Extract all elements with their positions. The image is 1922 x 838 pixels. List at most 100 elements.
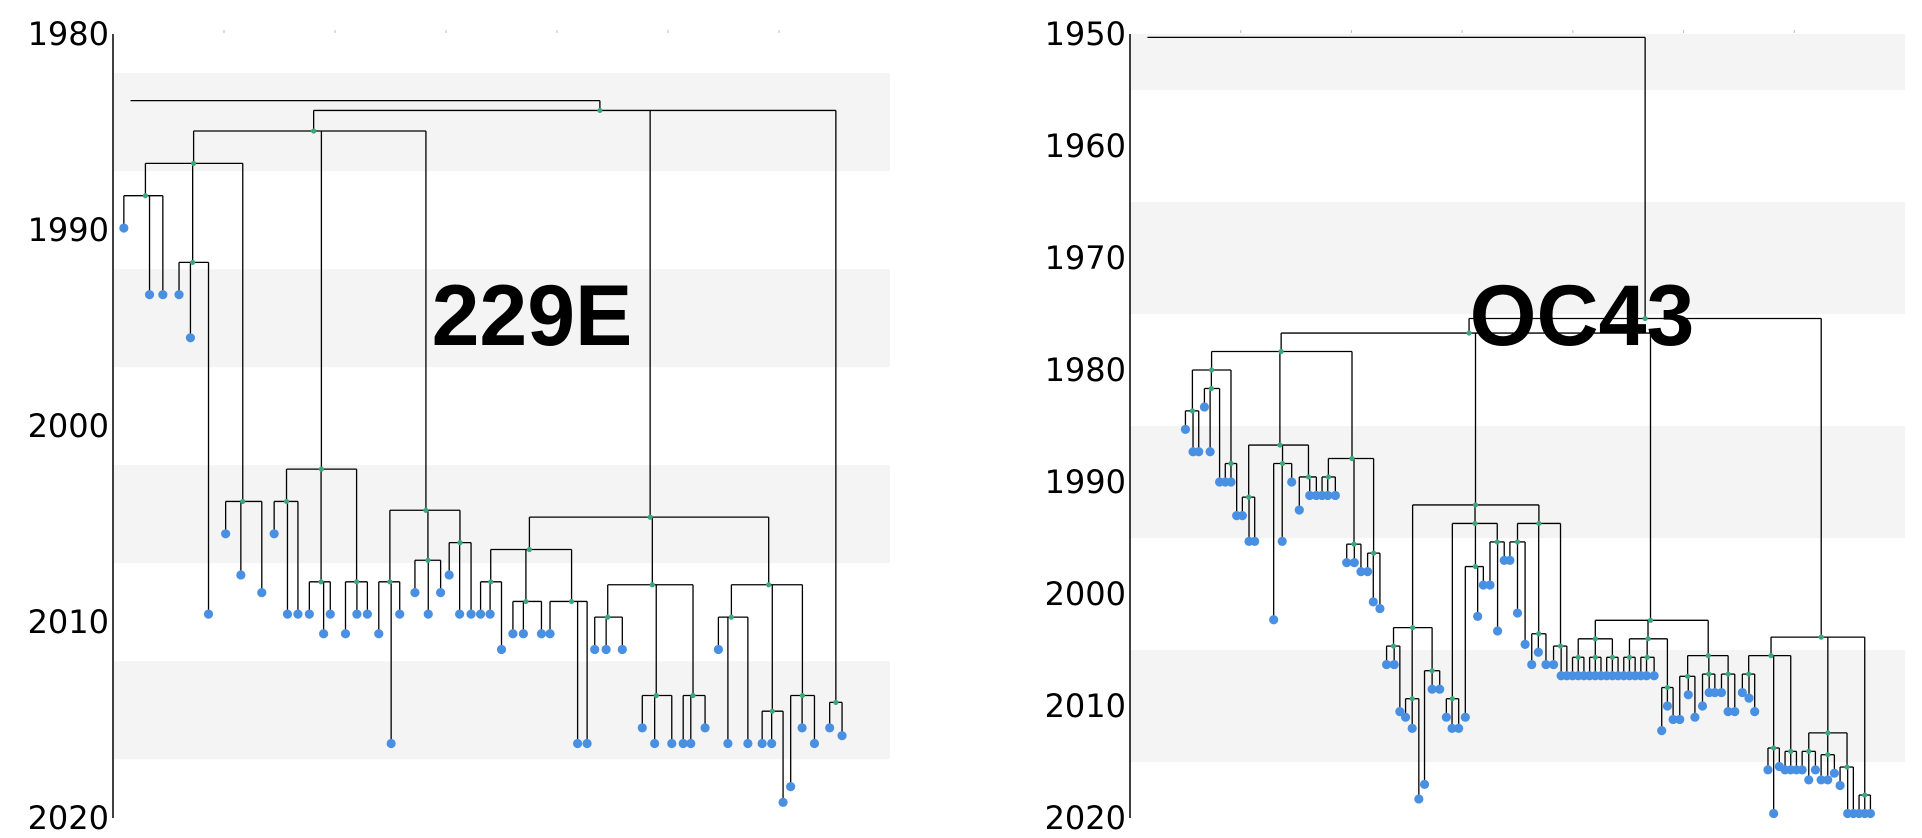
internal-node	[1371, 550, 1377, 556]
tip-node	[1199, 402, 1210, 412]
y-tick-label: 2000	[28, 407, 109, 445]
tip-node	[837, 731, 847, 741]
internal-node	[318, 579, 324, 585]
internal-node	[1825, 752, 1831, 758]
internal-node	[425, 557, 431, 563]
tip-node	[1865, 808, 1876, 819]
tip-node	[1460, 712, 1470, 722]
tip-node	[352, 609, 362, 619]
internal-node	[690, 692, 696, 699]
tip-node	[678, 738, 688, 749]
internal-node	[769, 708, 775, 714]
tip-node	[1407, 723, 1417, 734]
internal-node	[1228, 460, 1234, 467]
internal-node	[387, 579, 393, 585]
tip-node	[1520, 639, 1530, 650]
tree-panel-229e: 1980 1990 2000 2010 2020 229E	[28, 15, 890, 837]
tip-node	[1804, 775, 1814, 785]
phylo-tree	[1147, 36, 1876, 819]
y-tick-label: 1960	[1045, 127, 1126, 165]
internal-node	[1647, 617, 1654, 623]
internal-node	[523, 598, 529, 605]
internal-node	[1705, 653, 1711, 659]
y-tick-label: 1990	[28, 211, 109, 249]
tip-node	[1649, 671, 1659, 681]
tip-node	[423, 609, 433, 619]
tip-node	[1330, 490, 1340, 501]
tip-node	[374, 629, 384, 639]
tip-node	[1287, 477, 1297, 487]
internal-node	[1514, 539, 1521, 545]
internal-node	[488, 579, 494, 585]
tip-node	[1829, 768, 1839, 778]
tip-node	[1810, 765, 1821, 775]
y-axis-ticks: 1980 1990 2000 2010 2020	[28, 15, 780, 837]
tip-node	[590, 644, 600, 655]
tip-node	[269, 529, 279, 539]
y-tick-label: 1980	[1045, 351, 1126, 389]
tip-node	[174, 290, 184, 300]
internal-node	[1536, 631, 1542, 637]
tip-node	[1835, 780, 1845, 791]
tip-node	[395, 609, 405, 619]
tip-node	[436, 588, 446, 598]
internal-node	[1429, 668, 1435, 674]
internal-node	[833, 699, 839, 705]
tip-node	[1381, 659, 1392, 670]
internal-node	[526, 546, 533, 553]
internal-node	[605, 614, 611, 620]
internal-node	[1351, 541, 1357, 547]
internal-node	[1246, 494, 1252, 500]
tip-node	[1356, 567, 1366, 577]
internal-node	[190, 259, 196, 265]
tip-node	[1277, 536, 1287, 546]
internal-node	[1768, 653, 1774, 659]
tip-node	[617, 644, 627, 655]
tip-node	[1505, 555, 1515, 566]
internal-node	[1645, 636, 1651, 642]
tip-node	[1723, 707, 1733, 717]
tip-node	[325, 609, 335, 619]
tip-node	[293, 609, 303, 619]
tip-node	[496, 644, 507, 655]
internal-node	[191, 160, 197, 166]
internal-node	[1208, 385, 1214, 392]
tip-node	[1419, 779, 1430, 790]
tip-node	[1414, 794, 1424, 804]
internal-node	[1844, 764, 1850, 770]
tip-node	[203, 609, 214, 619]
internal-node	[1325, 474, 1331, 480]
tip-node	[1478, 580, 1488, 590]
tip-node	[1668, 714, 1678, 725]
tip-node	[1683, 690, 1693, 700]
tip-node	[144, 290, 155, 300]
internal-node	[1536, 520, 1542, 527]
tip-node	[236, 570, 246, 580]
tip-node	[340, 629, 351, 639]
internal-node	[1592, 636, 1598, 642]
tip-node	[1730, 707, 1740, 717]
tip-node	[1527, 659, 1537, 670]
tip-node	[1226, 477, 1236, 487]
tip-node	[185, 333, 196, 343]
internal-node	[1449, 696, 1455, 702]
tip-node	[410, 588, 420, 598]
tip-node	[1548, 659, 1559, 670]
tip-node	[1816, 775, 1826, 785]
tip-node	[1294, 505, 1304, 515]
y-tick-label: 1970	[1045, 239, 1126, 277]
tip-node	[282, 609, 293, 619]
y-tick-label: 1980	[28, 15, 109, 53]
internal-node	[1349, 455, 1355, 462]
tip-node	[667, 738, 677, 749]
tip-node	[485, 609, 495, 619]
tip-node	[386, 738, 396, 749]
phylo-tree	[119, 99, 847, 807]
shaded-band	[1130, 426, 1905, 538]
y-tick-label: 1950	[1045, 15, 1126, 53]
internal-node	[1644, 654, 1650, 660]
tip-node	[1395, 707, 1405, 717]
tip-node	[1675, 714, 1685, 725]
tip-node	[637, 723, 647, 733]
tip-node	[1662, 701, 1673, 711]
